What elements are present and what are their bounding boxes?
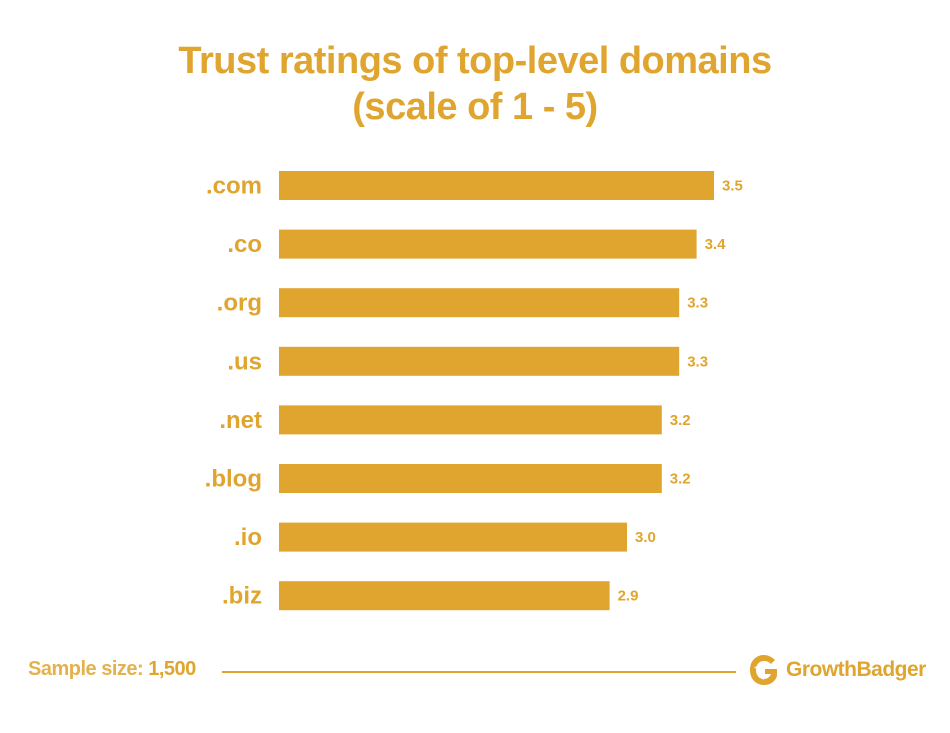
bar [279, 464, 662, 493]
category-label: .us [227, 348, 262, 375]
bar [279, 229, 697, 259]
chart-title: Trust ratings of top-level domains [178, 40, 772, 82]
value-label: 3.5 [722, 178, 743, 195]
value-label: 2.9 [618, 588, 639, 605]
brand-logo: GrowthBadger [748, 652, 926, 688]
bar [279, 346, 680, 376]
category-label: .io [234, 524, 262, 551]
chart-title-block: Trust ratings of top-level domains (scal… [0, 38, 950, 130]
sample-size-label: Sample size: [28, 658, 144, 680]
bar [279, 288, 680, 318]
bar [279, 522, 627, 552]
brand-name: GrowthBadger [786, 658, 926, 681]
value-label: 3.0 [635, 529, 656, 546]
category-label: .net [219, 407, 262, 434]
category-label: .co [227, 231, 262, 258]
category-label: .com [206, 173, 262, 200]
chart-subtitle: (scale of 1 - 5) [352, 86, 598, 128]
sample-size-value: 1,500 [148, 658, 196, 680]
value-label: 3.3 [687, 295, 708, 312]
bar [279, 171, 714, 200]
growthbadger-logo-icon [750, 655, 777, 685]
footer-divider [222, 671, 736, 673]
bar [279, 405, 662, 435]
sample-size: Sample size: 1,500 [28, 658, 196, 681]
category-label: .blog [205, 466, 262, 493]
value-label: 3.3 [687, 353, 708, 370]
category-label: .org [217, 290, 262, 317]
value-label: 3.2 [670, 412, 691, 429]
value-label: 3.2 [670, 471, 691, 488]
category-label: .biz [222, 583, 262, 610]
bar [279, 581, 610, 611]
value-label: 3.4 [705, 236, 727, 253]
